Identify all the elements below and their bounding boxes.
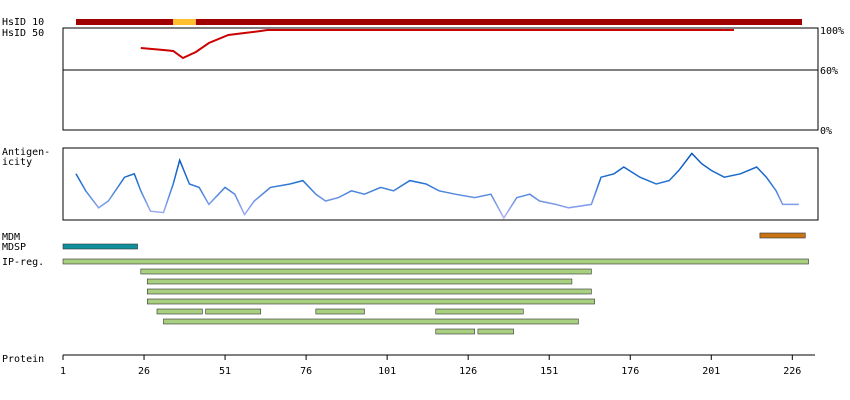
x-tick-label: 26 — [138, 366, 150, 377]
x-tick-label: 126 — [459, 366, 477, 377]
feature-bar — [62, 243, 138, 250]
feature-label: IP-reg. — [2, 257, 44, 268]
x-tick-label: 176 — [621, 366, 639, 377]
feature-bar — [140, 268, 592, 275]
feature-bar — [156, 308, 203, 315]
x-tick-label: 201 — [702, 366, 720, 377]
feature-label: MDM — [2, 232, 20, 243]
feature-bar — [477, 328, 514, 335]
hsid10-segment — [195, 19, 803, 25]
y-tick-label: 0% — [820, 126, 832, 137]
x-tick-label: 101 — [378, 366, 396, 377]
feature-bar — [759, 232, 806, 239]
x-tick-label: 76 — [300, 366, 312, 377]
hsid50-label: HsID 50 — [2, 28, 44, 39]
feature-bar — [146, 288, 592, 295]
hsid50-line — [140, 29, 734, 60]
antigenicity-label: Antigen- — [2, 147, 50, 158]
y-tick-label: 60% — [820, 66, 838, 77]
hsid10-segment — [75, 19, 174, 25]
feature-bar — [315, 308, 365, 315]
feature-label: MDSP — [2, 242, 26, 253]
x-tick-label: 1 — [60, 366, 66, 377]
antigenicity-label: icity — [2, 157, 32, 168]
x-axis-label: Protein — [2, 354, 44, 365]
hsid10-label: HsID 10 — [2, 17, 44, 28]
feature-bar — [435, 308, 524, 315]
feature-bar — [146, 298, 595, 305]
hsid10-segment — [173, 19, 196, 25]
hsid-panel — [62, 27, 819, 131]
feature-bar — [62, 258, 809, 265]
x-tick-label: 151 — [540, 366, 558, 377]
feature-bar — [435, 328, 475, 335]
x-tick-label: 51 — [219, 366, 231, 377]
feature-bar — [163, 318, 579, 325]
antigenicity-line — [75, 152, 799, 220]
feature-bar — [205, 308, 262, 315]
antigenicity-panel — [62, 147, 819, 221]
x-tick-label: 226 — [783, 366, 801, 377]
y-tick-label: 100% — [820, 26, 844, 37]
feature-bar — [146, 278, 573, 285]
